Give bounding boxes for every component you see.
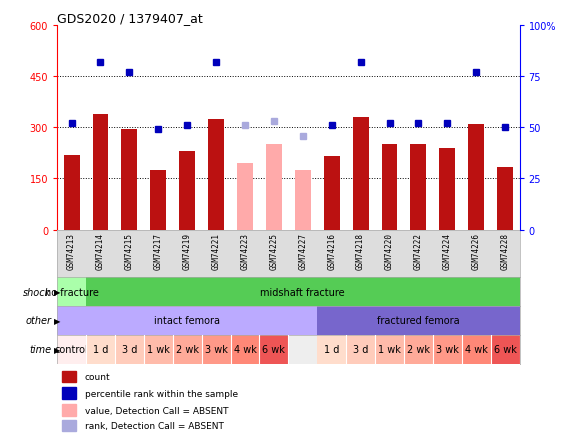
Bar xyxy=(266,145,282,230)
Text: GSM74214: GSM74214 xyxy=(96,233,105,270)
Text: 2 wk: 2 wk xyxy=(176,345,199,355)
Bar xyxy=(404,335,433,364)
Text: rank, Detection Call = ABSENT: rank, Detection Call = ABSENT xyxy=(85,421,224,430)
Bar xyxy=(93,115,108,230)
Text: no fracture: no fracture xyxy=(45,287,98,297)
Text: time: time xyxy=(29,345,51,355)
Bar xyxy=(353,118,368,230)
Text: other: other xyxy=(25,316,51,326)
Bar xyxy=(86,335,115,364)
Text: percentile rank within the sample: percentile rank within the sample xyxy=(85,389,238,398)
Text: GSM74215: GSM74215 xyxy=(125,233,134,270)
Bar xyxy=(346,335,375,364)
Text: GSM74220: GSM74220 xyxy=(385,233,394,270)
Text: 1 d: 1 d xyxy=(93,345,108,355)
Text: GSM74223: GSM74223 xyxy=(240,233,250,270)
Text: 1 wk: 1 wk xyxy=(147,345,170,355)
Text: GSM74226: GSM74226 xyxy=(472,233,481,270)
Bar xyxy=(57,278,86,306)
Text: 3 wk: 3 wk xyxy=(436,345,459,355)
Text: GSM74227: GSM74227 xyxy=(298,233,307,270)
Bar xyxy=(440,148,455,230)
Text: intact femora: intact femora xyxy=(154,316,220,326)
Bar xyxy=(317,306,520,335)
Bar xyxy=(237,164,253,230)
Text: GSM74221: GSM74221 xyxy=(212,233,220,270)
Bar xyxy=(231,335,259,364)
Text: GDS2020 / 1379407_at: GDS2020 / 1379407_at xyxy=(57,12,203,25)
Bar xyxy=(122,130,137,230)
Text: 1 d: 1 d xyxy=(324,345,339,355)
Bar xyxy=(62,404,75,416)
Text: GSM74213: GSM74213 xyxy=(67,233,76,270)
Text: 2 wk: 2 wk xyxy=(407,345,430,355)
Bar xyxy=(179,152,195,230)
Bar xyxy=(172,335,202,364)
Text: 3 d: 3 d xyxy=(122,345,137,355)
Text: ▶: ▶ xyxy=(54,345,61,354)
Text: GSM74225: GSM74225 xyxy=(270,233,279,270)
Bar xyxy=(62,420,75,431)
Text: ▶: ▶ xyxy=(54,316,61,325)
Text: control: control xyxy=(55,345,89,355)
Bar xyxy=(259,335,288,364)
Text: GSM74224: GSM74224 xyxy=(443,233,452,270)
Bar xyxy=(57,335,86,364)
Text: GSM74219: GSM74219 xyxy=(183,233,192,270)
Text: 3 d: 3 d xyxy=(353,345,368,355)
Text: midshaft fracture: midshaft fracture xyxy=(260,287,345,297)
Text: 4 wk: 4 wk xyxy=(465,345,488,355)
Bar xyxy=(462,335,490,364)
Text: GSM74216: GSM74216 xyxy=(327,233,336,270)
Text: value, Detection Call = ABSENT: value, Detection Call = ABSENT xyxy=(85,406,228,414)
Bar xyxy=(144,335,173,364)
Text: 6 wk: 6 wk xyxy=(494,345,517,355)
Text: shock: shock xyxy=(23,287,51,297)
Bar xyxy=(202,335,231,364)
Bar xyxy=(317,335,346,364)
Bar xyxy=(375,335,404,364)
Text: ▶: ▶ xyxy=(54,287,61,296)
Bar xyxy=(295,171,311,230)
Bar xyxy=(381,145,397,230)
Bar xyxy=(62,388,75,399)
Text: count: count xyxy=(85,372,110,381)
Text: 4 wk: 4 wk xyxy=(234,345,256,355)
Bar xyxy=(324,157,340,230)
Bar xyxy=(150,171,166,230)
Text: GSM74228: GSM74228 xyxy=(501,233,510,270)
Bar xyxy=(63,155,79,230)
Bar xyxy=(57,306,317,335)
Bar xyxy=(208,119,224,230)
Text: 1 wk: 1 wk xyxy=(378,345,401,355)
Text: GSM74218: GSM74218 xyxy=(356,233,365,270)
Bar xyxy=(468,125,484,230)
Text: 6 wk: 6 wk xyxy=(263,345,286,355)
Bar xyxy=(490,335,520,364)
Text: 3 wk: 3 wk xyxy=(204,345,227,355)
Bar xyxy=(433,335,462,364)
Bar xyxy=(62,371,75,382)
Bar xyxy=(115,335,144,364)
Text: fractured femora: fractured femora xyxy=(377,316,460,326)
Text: GSM74217: GSM74217 xyxy=(154,233,163,270)
Text: GSM74222: GSM74222 xyxy=(414,233,423,270)
Bar xyxy=(411,145,427,230)
Bar xyxy=(497,167,513,230)
